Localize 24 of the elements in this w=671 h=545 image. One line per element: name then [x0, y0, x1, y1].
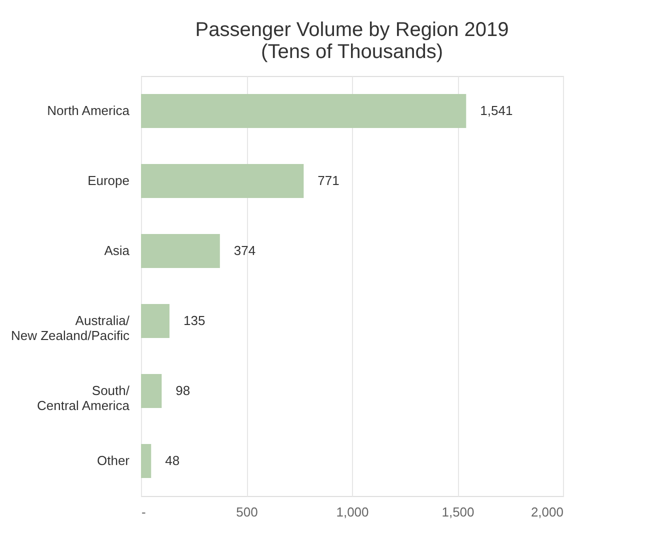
- bar: [141, 304, 170, 338]
- x-tick-label: 500: [236, 504, 258, 520]
- bar: [141, 374, 162, 408]
- data-label: 374: [234, 243, 256, 258]
- x-tick-label: 2,000: [530, 504, 564, 520]
- y-tick-label: Australia/ New Zealand/Pacific: [11, 313, 130, 343]
- y-tick-label: South/ Central America: [37, 383, 130, 413]
- y-tick-label: Europe: [88, 173, 130, 188]
- bar: [141, 94, 466, 128]
- data-label: 48: [165, 453, 180, 468]
- x-tick-label: 1,500: [442, 504, 474, 520]
- y-tick-label: Asia: [104, 243, 130, 258]
- y-tick-label: North America: [47, 103, 130, 118]
- bar: [141, 444, 152, 478]
- data-label: 98: [176, 383, 190, 398]
- bar: [141, 234, 220, 268]
- y-tick-label: Other: [96, 453, 130, 468]
- data-label: 1,541: [480, 103, 513, 118]
- chart-title: Passenger Volume by Region 2019 (Tens of Thousands): [195, 19, 509, 63]
- data-label: 135: [183, 313, 206, 328]
- bar: [141, 164, 304, 198]
- x-tick-label: -: [142, 504, 146, 520]
- data-label: 771: [318, 173, 340, 188]
- x-tick-label: 1,000: [336, 504, 369, 520]
